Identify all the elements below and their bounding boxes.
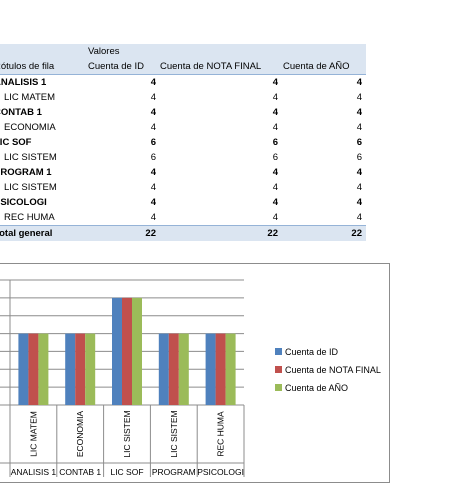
legend-swatch bbox=[275, 384, 282, 391]
cell-ano: 4 bbox=[356, 212, 362, 223]
bar bbox=[85, 333, 96, 405]
pivot-row: LIC SISTEM 4 4 4 bbox=[0, 180, 366, 195]
cell-id: 6 bbox=[150, 137, 156, 148]
row-label: ECONOMIA bbox=[4, 122, 56, 133]
category-label: LIC SISTEM bbox=[122, 410, 132, 457]
bar bbox=[225, 333, 236, 405]
pivot-row: ECONOMIA 4 4 4 bbox=[0, 120, 366, 135]
total-nota-final: 22 bbox=[267, 228, 278, 239]
pivot-row: LIC SISTEM 6 6 6 bbox=[0, 150, 366, 165]
bar bbox=[132, 297, 142, 405]
category-label: ECONOMIA bbox=[75, 411, 85, 458]
total-ano: 22 bbox=[351, 228, 362, 239]
cell-id: 6 bbox=[150, 152, 156, 163]
cell-nota-final: 4 bbox=[272, 197, 278, 208]
pivot-total-row: Total general 22 22 22 bbox=[0, 225, 366, 241]
cell-id: 4 bbox=[150, 197, 156, 208]
group-label: CONTAB 1 bbox=[59, 467, 101, 477]
cell-ano: 6 bbox=[356, 137, 362, 148]
legend-label: Cuenta de AÑO bbox=[285, 383, 349, 393]
pivot-table: Valores Rótulos de fila Cuenta de ID Cue… bbox=[0, 44, 366, 241]
cell-id: 4 bbox=[150, 167, 156, 178]
bar bbox=[215, 333, 226, 405]
column-header-ano: Cuenta de AÑO bbox=[283, 61, 350, 72]
pivot-row: PSICOLOGI 4 4 4 bbox=[0, 195, 366, 210]
bar bbox=[112, 297, 122, 405]
cell-ano: 4 bbox=[356, 107, 362, 118]
row-label: LIC SISTEM bbox=[4, 152, 57, 163]
cell-id: 4 bbox=[150, 107, 156, 118]
cell-ano: 6 bbox=[356, 152, 362, 163]
group-label: LIC SOF bbox=[110, 467, 143, 477]
cell-nota-final: 4 bbox=[272, 212, 278, 223]
total-id: 22 bbox=[145, 228, 156, 239]
group-label: PSICOLOGI bbox=[197, 467, 244, 477]
pivot-row: PROGRAM 1 4 4 4 bbox=[0, 165, 366, 180]
pivot-row: LIC SOF 6 6 6 bbox=[0, 135, 366, 150]
bar bbox=[18, 333, 29, 405]
cell-id: 4 bbox=[150, 122, 156, 133]
cell-id: 4 bbox=[150, 212, 156, 223]
cell-ano: 4 bbox=[356, 182, 362, 193]
pivot-row: REC HUMA 4 4 4 bbox=[0, 210, 366, 225]
cell-ano: 4 bbox=[356, 122, 362, 133]
legend-swatch bbox=[275, 348, 282, 355]
cell-id: 4 bbox=[150, 182, 156, 193]
cell-ano: 4 bbox=[356, 92, 362, 103]
group-label: ANALISIS 1 bbox=[11, 467, 57, 477]
cell-ano: 4 bbox=[356, 77, 362, 88]
cell-nota-final: 4 bbox=[272, 92, 278, 103]
row-label: REC HUMA bbox=[4, 212, 55, 223]
legend-label: Cuenta de ID bbox=[285, 347, 339, 357]
row-label: LIC SOF bbox=[0, 137, 32, 148]
pivot-header-row-columns: Rótulos de fila Cuenta de ID Cuenta de N… bbox=[0, 59, 366, 75]
row-label: CONTAB 1 bbox=[0, 107, 42, 118]
row-label: LIC SISTEM bbox=[4, 182, 57, 193]
pivot-row: LIC MATEM 4 4 4 bbox=[0, 90, 366, 105]
pivot-row: ANALISIS 1 4 4 4 bbox=[0, 75, 366, 90]
values-header: Valores bbox=[88, 46, 120, 57]
pivot-chart[interactable]: LIC MATEM ECONOMIA LIC SISTEM LIC SISTEM REC… bbox=[0, 263, 390, 483]
cell-nota-final: 4 bbox=[272, 77, 278, 88]
category-label: REC HUMA bbox=[216, 411, 226, 457]
column-header-id: Cuenta de ID bbox=[88, 61, 144, 72]
bar bbox=[38, 333, 49, 405]
cell-ano: 4 bbox=[356, 167, 362, 178]
pivot-header-row-values: Valores bbox=[0, 44, 366, 59]
row-label: ANALISIS 1 bbox=[0, 77, 47, 88]
legend-label: Cuenta de NOTA FINAL bbox=[285, 365, 381, 375]
category-label: LIC SISTEM bbox=[169, 410, 179, 457]
row-labels-header[interactable]: Rótulos de fila bbox=[0, 61, 55, 72]
cell-id: 4 bbox=[150, 77, 156, 88]
pivot-row: CONTAB 1 4 4 4 bbox=[0, 105, 366, 120]
cell-nota-final: 4 bbox=[272, 167, 278, 178]
cell-id: 4 bbox=[150, 92, 156, 103]
bar bbox=[168, 333, 179, 405]
cell-nota-final: 4 bbox=[272, 182, 278, 193]
cell-nota-final: 6 bbox=[272, 152, 278, 163]
bar bbox=[122, 297, 132, 405]
chart-plot: LIC MATEM ECONOMIA LIC SISTEM LIC SISTEM REC… bbox=[0, 279, 245, 477]
bar bbox=[158, 333, 169, 405]
category-label: LIC MATEM bbox=[28, 411, 38, 457]
bar bbox=[65, 333, 76, 405]
column-header-nota-final: Cuenta de NOTA FINAL bbox=[160, 61, 262, 72]
bar bbox=[75, 333, 86, 405]
row-label: LIC MATEM bbox=[4, 92, 56, 103]
cell-nota-final: 4 bbox=[272, 122, 278, 133]
legend-swatch bbox=[275, 366, 282, 373]
cell-ano: 4 bbox=[356, 197, 362, 208]
row-label: PROGRAM 1 bbox=[0, 167, 52, 178]
group-label: PROGRAM bbox=[152, 467, 196, 477]
cell-nota-final: 4 bbox=[272, 107, 278, 118]
bar bbox=[205, 333, 216, 405]
bar bbox=[178, 333, 189, 405]
bar bbox=[28, 333, 39, 405]
total-label: Total general bbox=[0, 228, 53, 239]
row-label: PSICOLOGI bbox=[0, 197, 47, 208]
cell-nota-final: 6 bbox=[272, 137, 278, 148]
